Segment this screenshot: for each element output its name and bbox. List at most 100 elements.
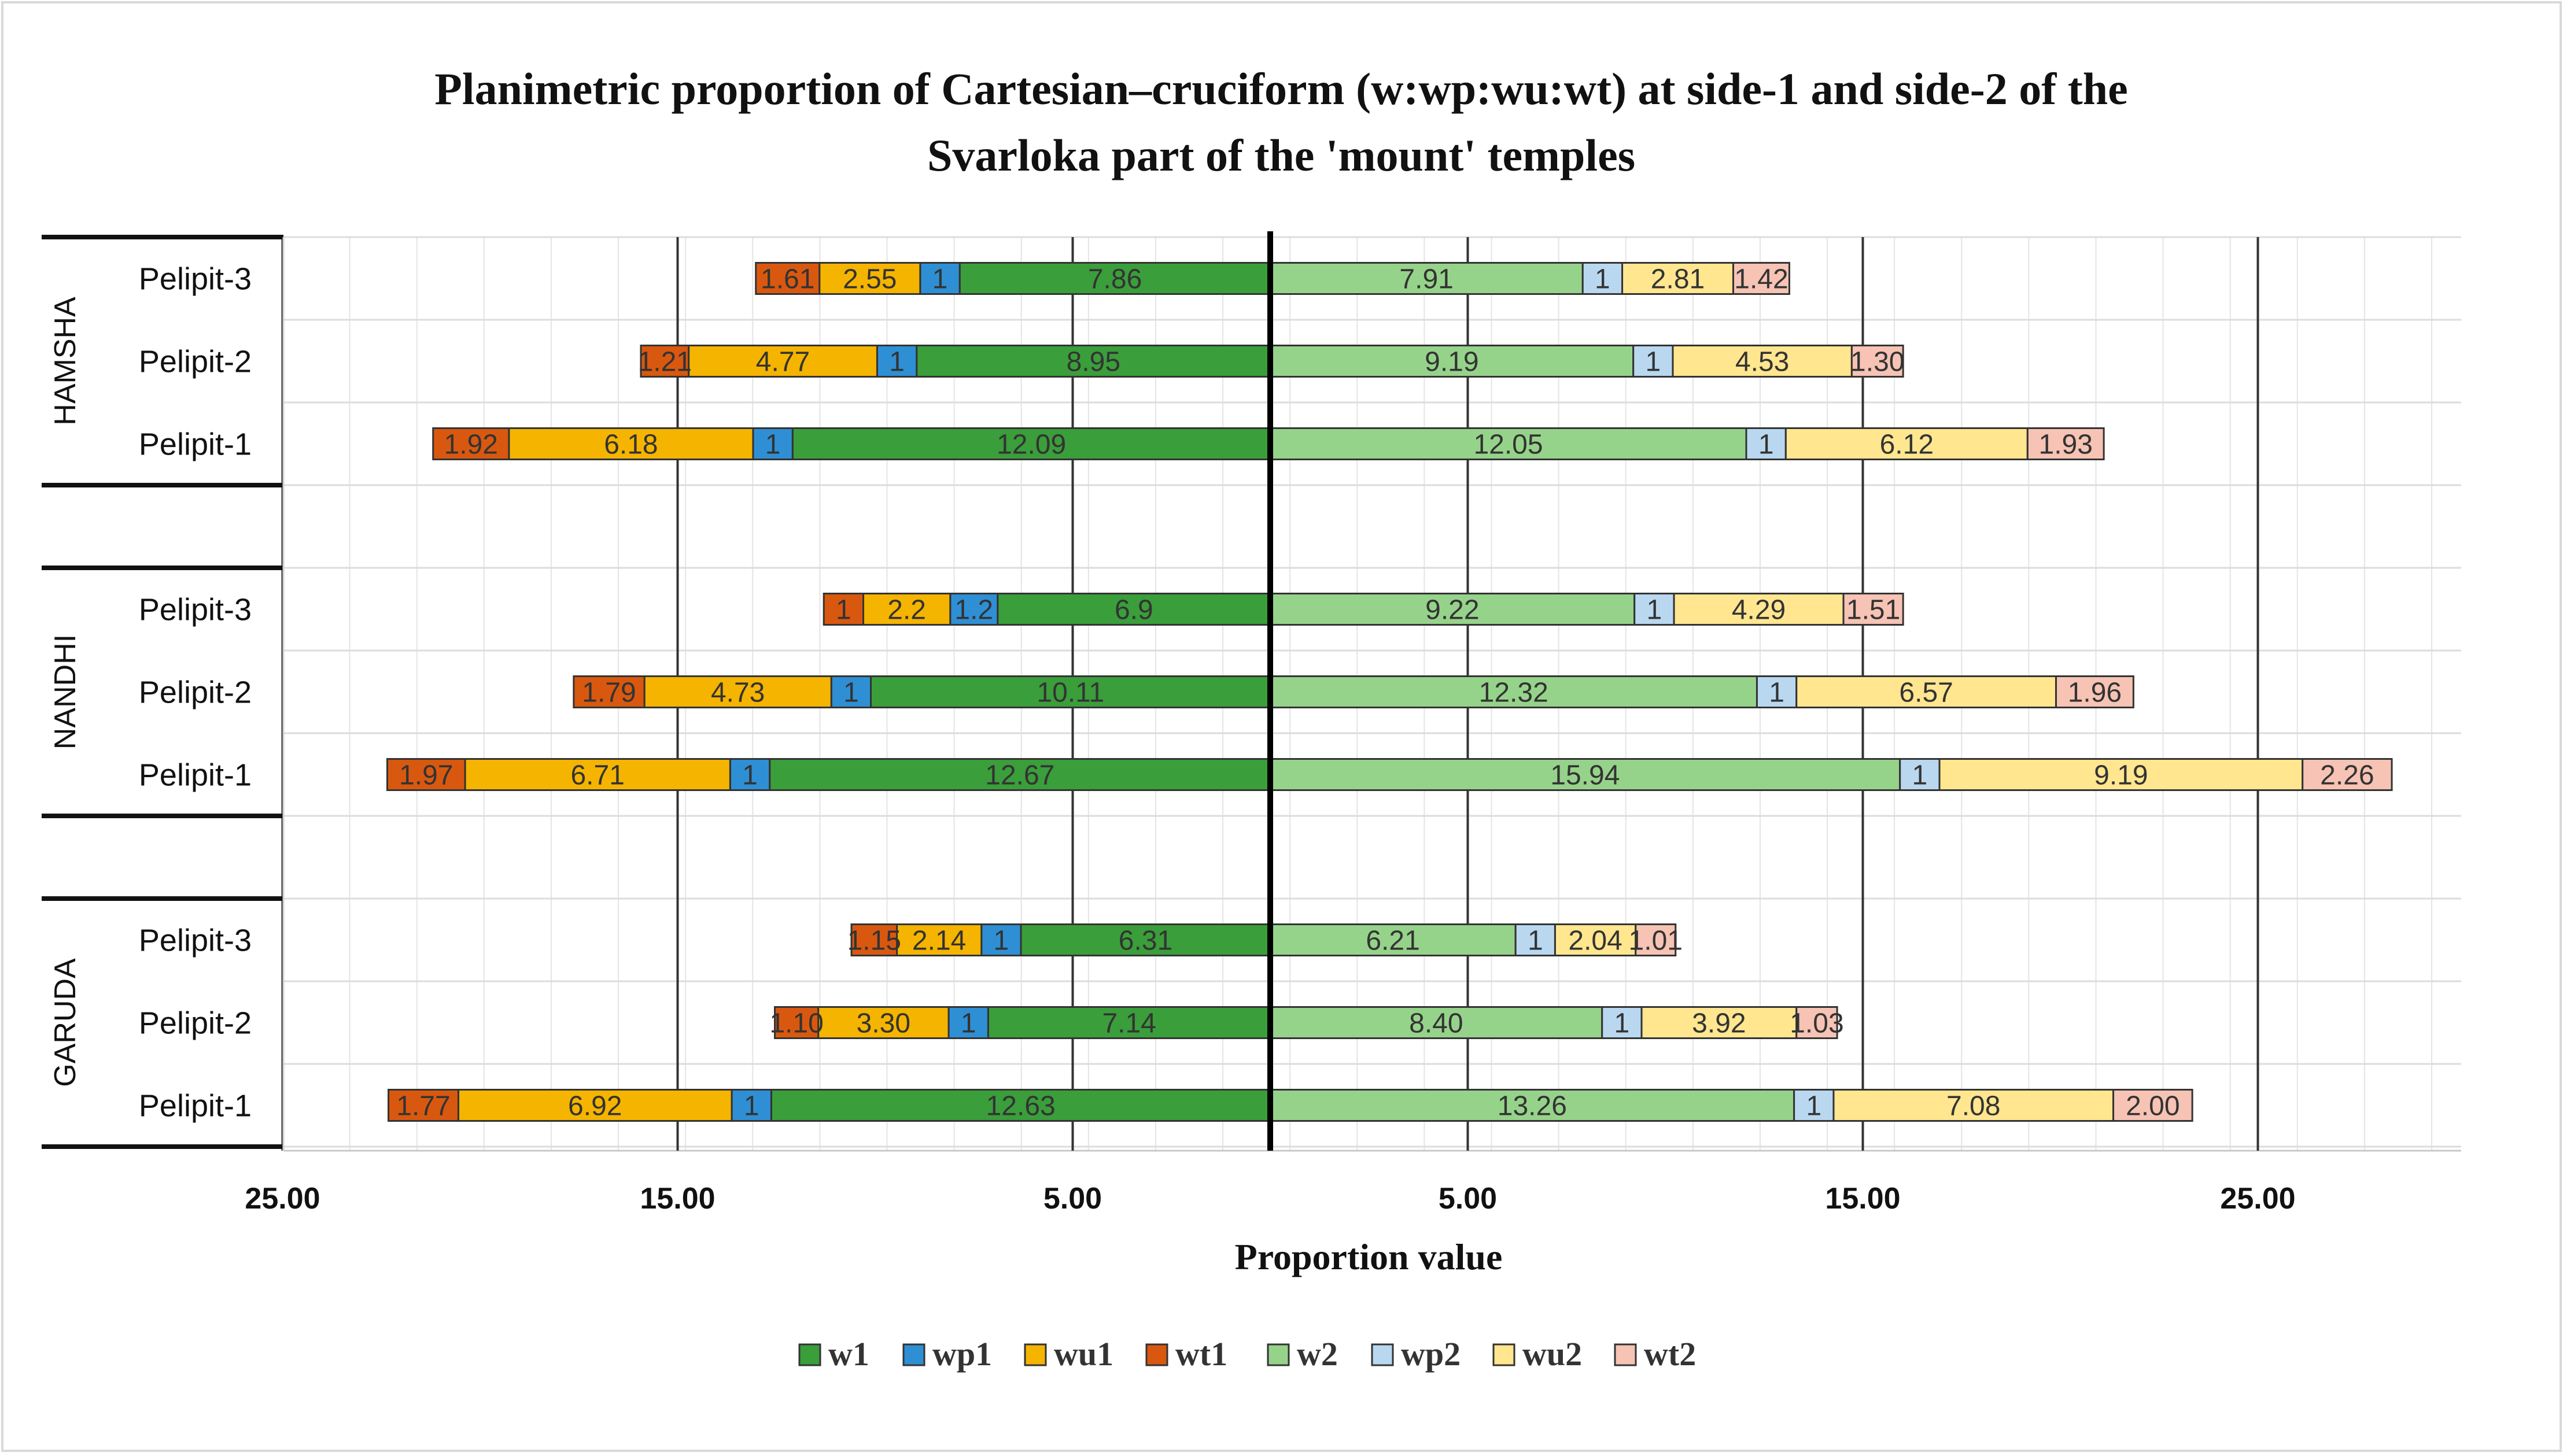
data-label-wu1: 2.55 [843, 264, 897, 295]
bar-w1 [916, 345, 1271, 378]
data-label-wt2: 1.51 [1846, 595, 1900, 626]
data-label-wu1: 6.92 [568, 1091, 622, 1122]
data-label-wt2: 2.26 [2320, 760, 2374, 791]
data-label-wu2: 6.57 [1899, 678, 1953, 708]
bar-wt2 [1732, 262, 1790, 295]
data-label-w1: 7.14 [1102, 1008, 1156, 1039]
bar-w1 [769, 758, 1271, 791]
data-label-wt1: 1 [836, 595, 851, 626]
bar-wu2 [1621, 262, 1734, 295]
bar-wt1 [573, 675, 646, 708]
data-label-w1: 12.09 [997, 430, 1066, 460]
bar-wu1 [688, 345, 878, 378]
bar-wu2 [1554, 923, 1637, 956]
data-label-wp2: 1 [1528, 926, 1543, 956]
legend-swatch-wu2 [1492, 1343, 1515, 1366]
data-label-wu1: 4.77 [756, 347, 810, 378]
data-label-wt2: 1.03 [1790, 1008, 1843, 1039]
category-label: Pelipit-3 [139, 593, 252, 627]
bar-wt2 [2302, 758, 2393, 791]
data-label-wu2: 4.53 [1735, 347, 1789, 378]
legend-label-wp1: wp1 [932, 1335, 992, 1373]
legend-item-w2: w2 [1267, 1335, 1338, 1373]
chart-title-line-1: Planimetric proportion of Cartesian–cruc… [434, 64, 2127, 114]
data-label-wt2: 1.96 [2068, 678, 2122, 708]
bar-wp2 [1756, 675, 1798, 708]
legend-label-w1: w1 [828, 1335, 869, 1373]
data-label-wu1: 6.18 [604, 430, 658, 460]
x-tick-label: 15.00 [1825, 1182, 1900, 1215]
legend-label-w2: w2 [1297, 1335, 1338, 1373]
legend-item-wt2: wt2 [1614, 1335, 1696, 1373]
x-axis-title: Proportion value [1235, 1236, 1503, 1277]
bar-wt1 [823, 593, 865, 626]
data-label-wp2: 1 [1645, 347, 1661, 378]
legend-item-wp1: wp1 [902, 1335, 992, 1373]
x-tick-label: 5.00 [1439, 1182, 1497, 1215]
legend: w1 wp1 wu1 wt1 w2 wp2 wu2 wt2 [798, 1335, 1696, 1373]
data-label-wu2: 9.19 [2094, 760, 2148, 791]
bar-wu2 [1673, 593, 1845, 626]
data-label-w1: 12.63 [986, 1091, 1056, 1122]
data-label-wp1: 1 [961, 1008, 976, 1039]
legend-swatch-wp2 [1371, 1343, 1394, 1366]
data-label-w2: 12.05 [1473, 430, 1543, 460]
bar-wp2 [1514, 923, 1556, 956]
bar-wt2 [1795, 1006, 1838, 1039]
bar-wt1 [640, 345, 690, 378]
category-label: Pelipit-1 [139, 1089, 252, 1124]
bar-wt1 [432, 427, 510, 460]
data-label-wu1: 6.71 [570, 760, 624, 791]
bar-wt1 [755, 262, 821, 295]
data-label-wu1: 3.30 [857, 1008, 910, 1039]
category-label: Pelipit-2 [139, 1006, 252, 1041]
data-label-wp2: 1 [1614, 1008, 1630, 1039]
bar-wu1 [464, 758, 731, 791]
data-label-w2: 6.21 [1366, 926, 1419, 956]
data-label-wu1: 2.2 [887, 595, 926, 626]
data-label-w1: 10.11 [1037, 678, 1104, 708]
data-label-wu2: 2.81 [1651, 264, 1705, 295]
data-label-wt1: 1.79 [582, 678, 636, 708]
data-label-wt1: 1.61 [761, 264, 814, 295]
legend-item-wp2: wp2 [1371, 1335, 1461, 1373]
bar-w1 [791, 427, 1271, 460]
x-tick-label: 15.00 [640, 1182, 715, 1215]
data-label-wu1: 4.73 [711, 678, 765, 708]
data-label-wu2: 3.92 [1692, 1008, 1746, 1039]
category-label: Pelipit-1 [139, 758, 252, 793]
legend-item-wu1: wu1 [1024, 1335, 1113, 1373]
data-label-wt2: 1.30 [1850, 347, 1904, 378]
bar-wt1 [850, 923, 898, 956]
group-label-garuda: GARUDA [49, 958, 82, 1087]
data-label-wt2: 1.01 [1629, 926, 1683, 956]
data-label-wt2: 1.93 [2039, 430, 2093, 460]
data-label-wu2: 6.12 [1880, 430, 1934, 460]
data-label-wu2: 7.08 [1946, 1091, 2000, 1122]
data-label-wu1: 2.14 [912, 926, 966, 956]
category-label: Pelipit-1 [139, 427, 252, 462]
bar-w2 [1269, 262, 1584, 295]
legend-swatch-wp1 [902, 1343, 925, 1366]
data-label-wp2: 1 [1912, 760, 1928, 791]
data-label-w2: 8.40 [1409, 1008, 1463, 1039]
data-label-wt1: 1.97 [399, 760, 453, 791]
bar-wt1 [388, 1089, 459, 1122]
data-label-w2: 9.22 [1425, 595, 1479, 626]
bar-wt2 [1850, 345, 1904, 378]
bar-w1 [987, 1006, 1271, 1039]
data-label-w2: 15.94 [1550, 760, 1620, 791]
bar-wt2 [1842, 593, 1904, 626]
data-label-wt1: 1.92 [444, 430, 498, 460]
bar-wu2 [1672, 345, 1853, 378]
category-label: Pelipit-3 [139, 923, 252, 958]
category-label: Pelipit-3 [139, 262, 252, 297]
bar-wp1 [731, 1089, 772, 1122]
bar-wu2 [1784, 427, 2029, 460]
data-label-wp2: 1 [1595, 264, 1610, 295]
category-label: Pelipit-2 [139, 345, 252, 379]
bar-wp1 [980, 923, 1022, 956]
data-label-w1: 6.9 [1115, 595, 1153, 626]
data-label-w2: 12.32 [1479, 678, 1548, 708]
